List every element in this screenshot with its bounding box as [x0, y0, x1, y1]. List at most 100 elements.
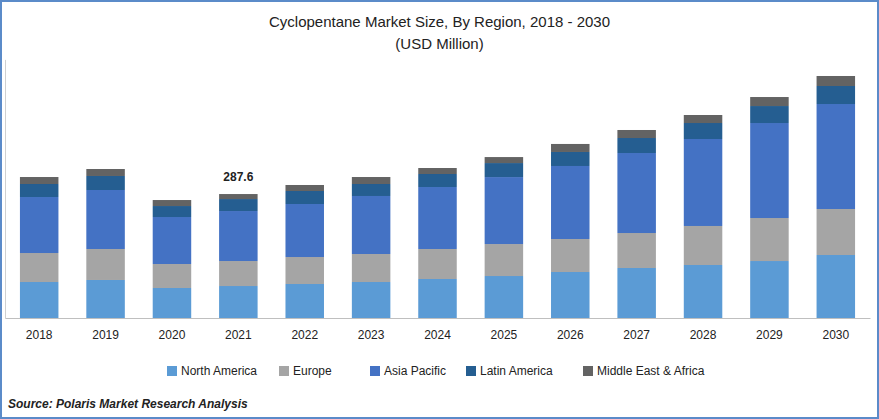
- bar: [86, 190, 125, 249]
- x-tick-label: 2020: [159, 328, 186, 342]
- y-axis-line: [5, 60, 6, 319]
- bar: [684, 115, 723, 123]
- bar: [817, 76, 856, 86]
- bar: [20, 177, 59, 184]
- bar: [86, 249, 125, 280]
- bar: [684, 226, 723, 265]
- bar: [86, 280, 125, 318]
- x-tick: 2023: [358, 328, 385, 342]
- bar: [617, 233, 656, 268]
- bar: [485, 244, 524, 276]
- x-tick: 2030: [822, 328, 849, 342]
- bar: [551, 272, 590, 318]
- x-axis-line: [6, 318, 871, 319]
- bar: [20, 253, 59, 282]
- x-tick-label: 2022: [291, 328, 318, 342]
- bar: [817, 104, 856, 209]
- bar: [617, 138, 656, 153]
- x-axis: 2018 2019 2020 2021 2022 2023 2024 2025 2026 2027…: [6, 319, 871, 342]
- x-tick: 2025: [491, 328, 518, 342]
- bar: [285, 185, 324, 191]
- bar: [153, 288, 192, 318]
- x-tick: 2027: [623, 328, 650, 342]
- bar: [817, 209, 856, 255]
- bar: [352, 184, 391, 196]
- bar: [551, 152, 590, 166]
- plot-area: [20, 76, 855, 318]
- source: Source: Polaris Market Research Analysis: [8, 397, 248, 411]
- bar: [418, 279, 457, 318]
- legend-item: Middle East & Africa: [583, 364, 705, 378]
- bar: [817, 86, 856, 104]
- x-tick-label: 2023: [358, 328, 385, 342]
- bar: [817, 255, 856, 318]
- legend-swatch: [466, 366, 476, 376]
- bar: [750, 261, 789, 318]
- x-tick: 2029: [756, 328, 783, 342]
- bar: [352, 196, 391, 254]
- annotation: 287.6: [223, 170, 253, 184]
- legend-item: Europe: [279, 364, 332, 378]
- series: [20, 76, 855, 206]
- legend: North America Europe Asia Pacific Latin Ame…: [167, 364, 705, 378]
- bar: [617, 268, 656, 318]
- x-tick-label: 2019: [92, 328, 119, 342]
- bar: [86, 169, 125, 176]
- bar: [418, 187, 457, 249]
- legend-label: North America: [181, 364, 257, 378]
- bar: [219, 261, 258, 286]
- bar: [20, 282, 59, 318]
- bar: [617, 153, 656, 233]
- x-tick: 2028: [690, 328, 717, 342]
- bar: [617, 130, 656, 138]
- bar: [750, 97, 789, 106]
- legend-swatch: [583, 366, 593, 376]
- bar: [285, 257, 324, 284]
- x-tick-label: 2030: [822, 328, 849, 342]
- x-tick-label: 2025: [491, 328, 518, 342]
- bar: [352, 177, 391, 184]
- legend-swatch: [279, 366, 289, 376]
- bar: [153, 264, 192, 288]
- y-axis: [5, 60, 6, 319]
- chart: Cyclopentane Market Size, By Region, 201…: [0, 0, 879, 419]
- bar: [285, 191, 324, 204]
- x-tick: 2020: [159, 328, 186, 342]
- legend-label: Asia Pacific: [384, 364, 446, 378]
- bar: [684, 123, 723, 139]
- x-tick-label: 2018: [26, 328, 53, 342]
- series: [20, 104, 855, 264]
- x-tick: 2026: [557, 328, 584, 342]
- bar: [352, 282, 391, 318]
- legend-label: Middle East & Africa: [597, 364, 705, 378]
- bar: [20, 184, 59, 197]
- bar: [219, 199, 258, 211]
- legend-swatch: [370, 366, 380, 376]
- bar: [551, 144, 590, 152]
- subtitle: (USD Million): [395, 35, 483, 52]
- bar: [153, 217, 192, 264]
- bar: [750, 218, 789, 261]
- x-tick: 2022: [291, 328, 318, 342]
- bar: [352, 254, 391, 282]
- bar: [153, 206, 192, 217]
- bar: [551, 239, 590, 272]
- x-tick: 2024: [424, 328, 451, 342]
- legend-item: Latin America: [466, 364, 553, 378]
- bar: [485, 276, 524, 318]
- bar: [418, 174, 457, 187]
- bar: [418, 249, 457, 279]
- bar: [86, 176, 125, 190]
- x-tick: 2018: [26, 328, 53, 342]
- bar: [20, 197, 59, 253]
- bar: [153, 200, 192, 206]
- bar: [285, 204, 324, 257]
- bar: [485, 163, 524, 177]
- x-tick: 2021: [225, 328, 252, 342]
- bar: [485, 157, 524, 163]
- bar: [485, 177, 524, 244]
- x-tick-label: 2029: [756, 328, 783, 342]
- x-tick-label: 2027: [623, 328, 650, 342]
- bar: [684, 265, 723, 318]
- bar: [551, 166, 590, 239]
